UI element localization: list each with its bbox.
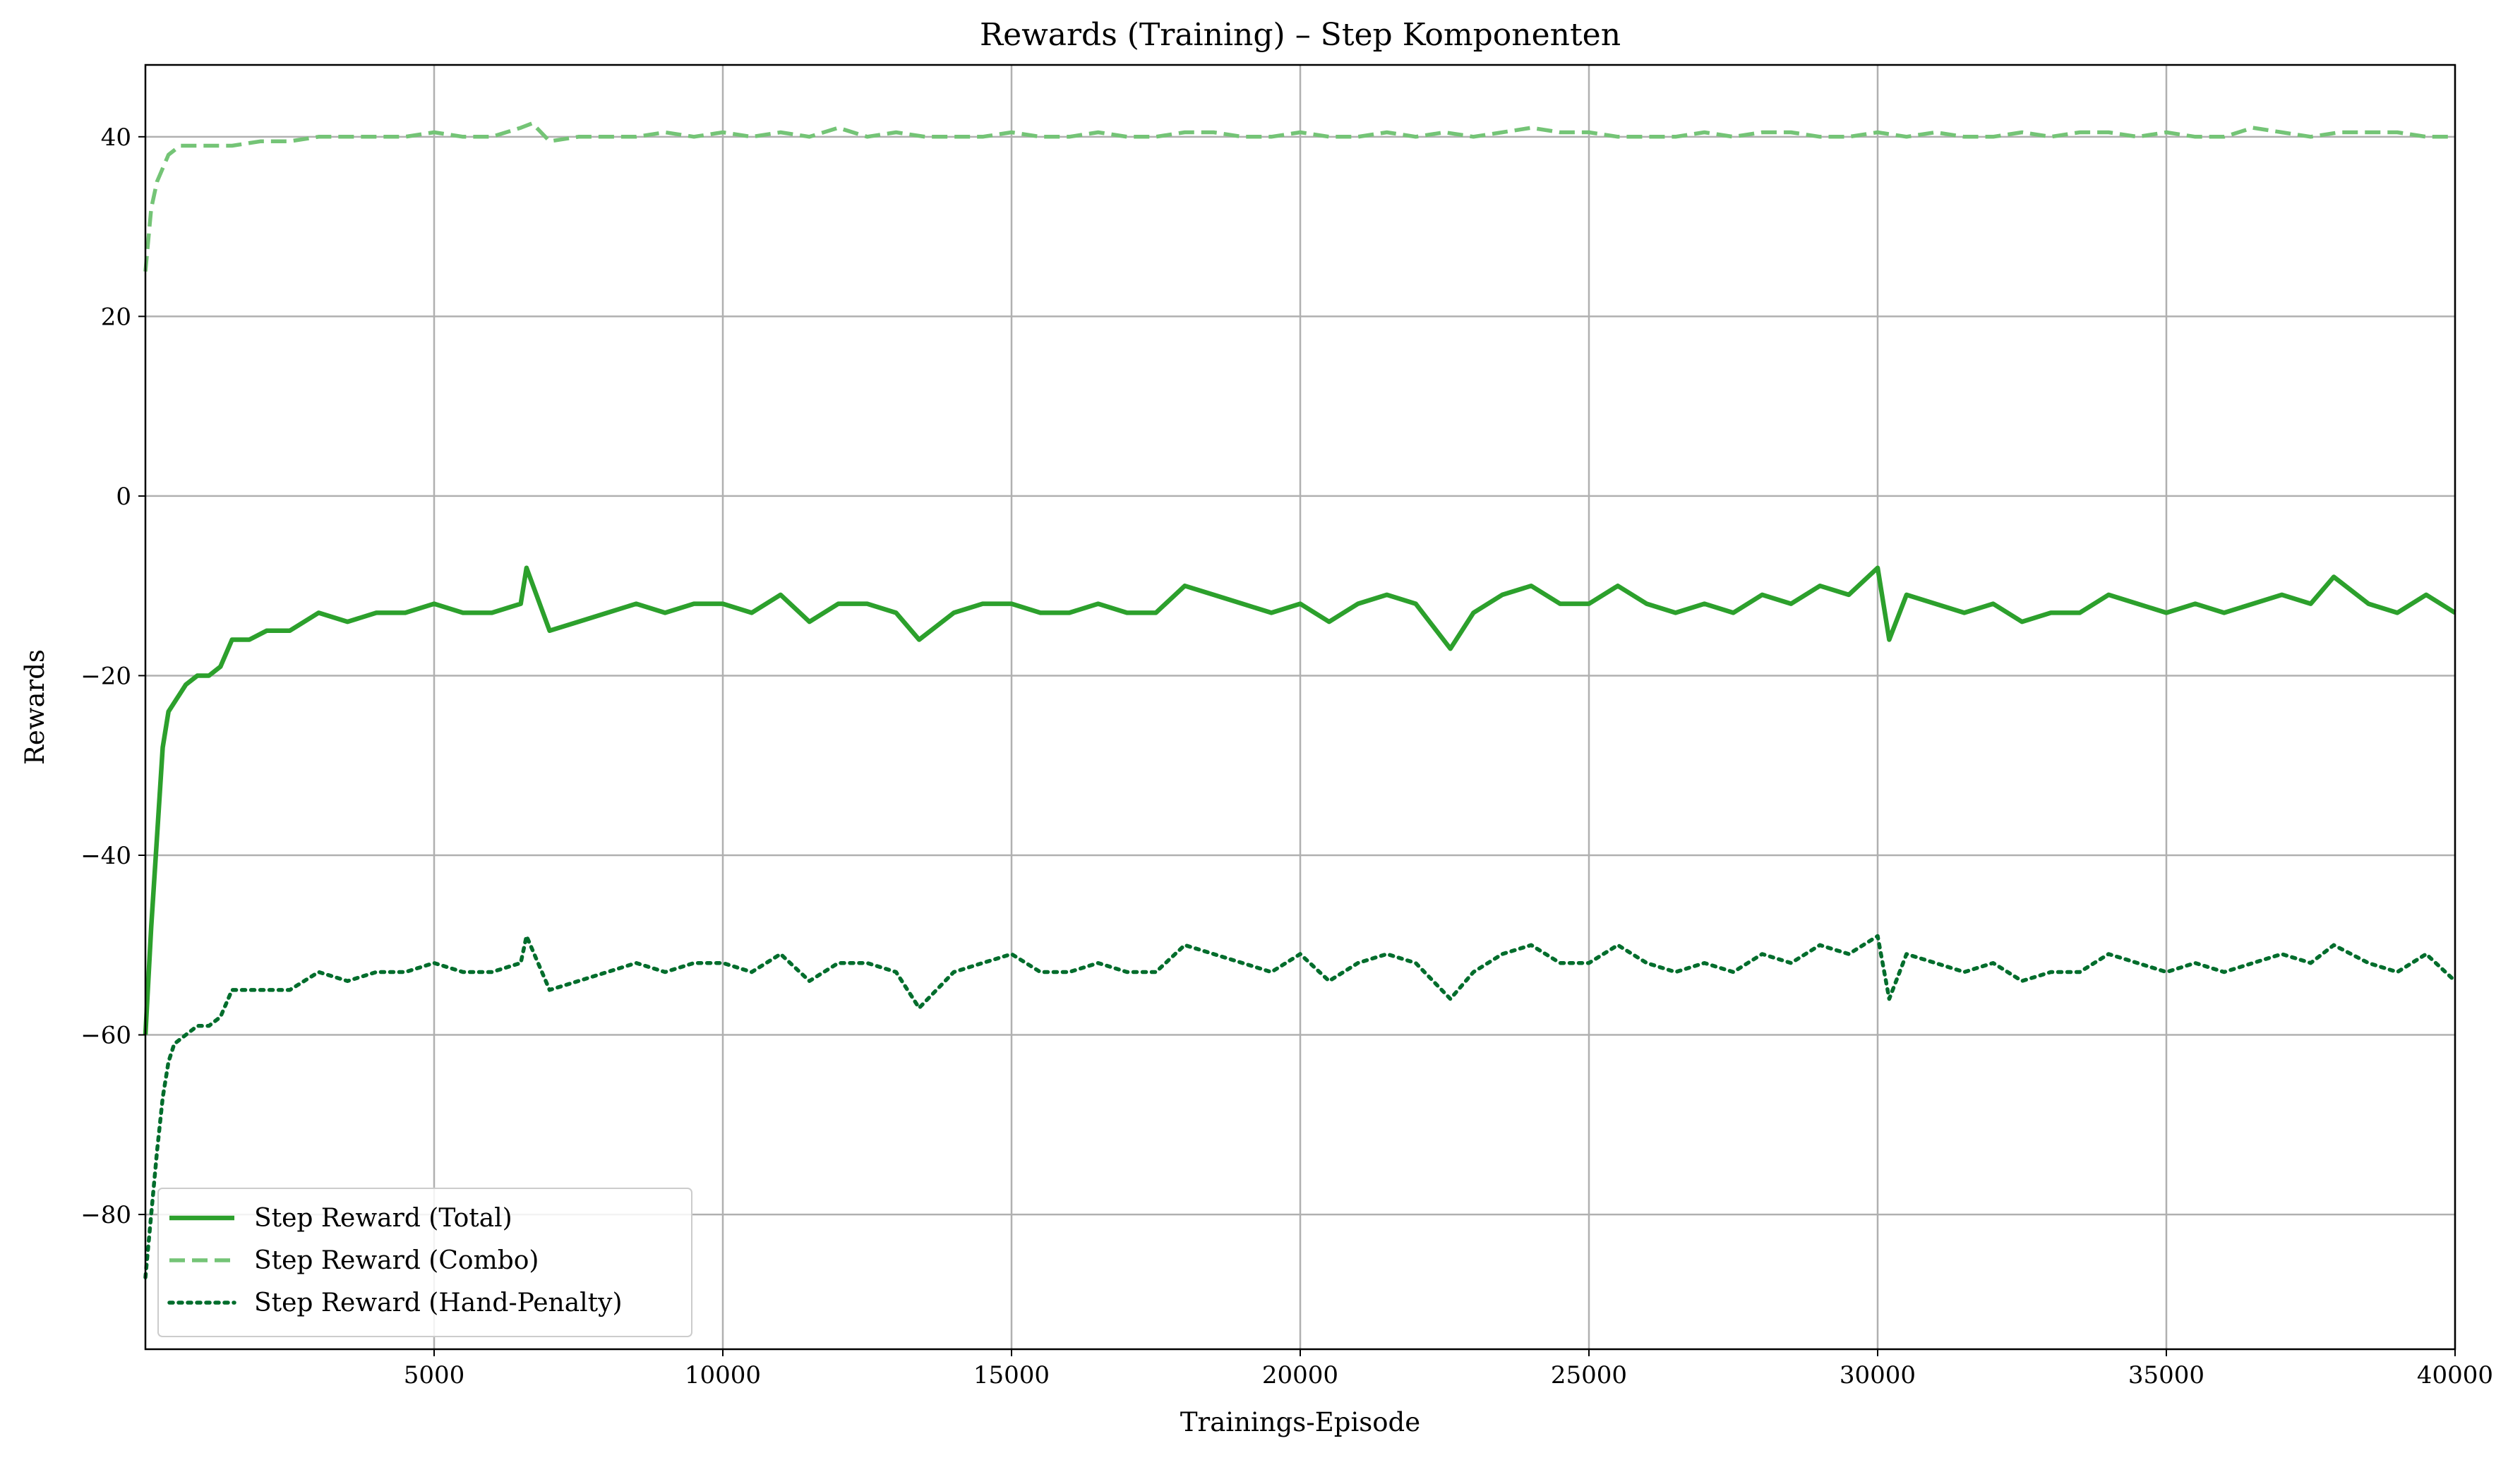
y-tick-label: −40 xyxy=(80,842,131,870)
legend: Step Reward (Total) Step Reward (Combo) St… xyxy=(157,1188,692,1337)
y-tick-label: −80 xyxy=(80,1201,131,1229)
y-tick-label: −20 xyxy=(80,662,131,690)
series-layer xyxy=(143,121,2457,1279)
legend-box xyxy=(157,1188,692,1337)
x-tick-label: 30000 xyxy=(1840,1361,1916,1389)
legend-label-2: Step Reward (Combo) xyxy=(254,1246,539,1275)
series-line-1 xyxy=(143,565,2456,1035)
series-line-2 xyxy=(143,121,2455,272)
x-tick-label: 15000 xyxy=(973,1361,1050,1389)
y-tick-label: 40 xyxy=(101,123,131,152)
x-tick-label: 10000 xyxy=(685,1361,761,1389)
y-tick-label: 20 xyxy=(101,303,131,331)
chart-title: Rewards (Training) – Step Komponenten xyxy=(980,17,1621,53)
x-tick-label: 40000 xyxy=(2417,1361,2493,1389)
y-tick-label: 0 xyxy=(116,483,131,511)
series-line-3 xyxy=(143,934,2457,1279)
x-axis-ticks: 5000 10000 15000 20000 25000 30000 35000 40000 xyxy=(404,1349,2493,1389)
y-axis-title: Rewards xyxy=(20,649,50,765)
x-tick-label: 25000 xyxy=(1551,1361,1627,1389)
y-tick-label: −60 xyxy=(80,1022,131,1050)
x-axis-title: Trainings-Episode xyxy=(1180,1407,1420,1437)
x-tick-label: 35000 xyxy=(2128,1361,2204,1389)
legend-label-1: Step Reward (Total) xyxy=(254,1204,512,1233)
y-axis-ticks: −80 −60 −40 −20 0 20 40 xyxy=(80,123,145,1229)
legend-label-3: Step Reward (Hand-Penalty) xyxy=(254,1289,623,1317)
x-tick-label: 5000 xyxy=(404,1361,465,1389)
x-tick-label: 20000 xyxy=(1262,1361,1338,1389)
